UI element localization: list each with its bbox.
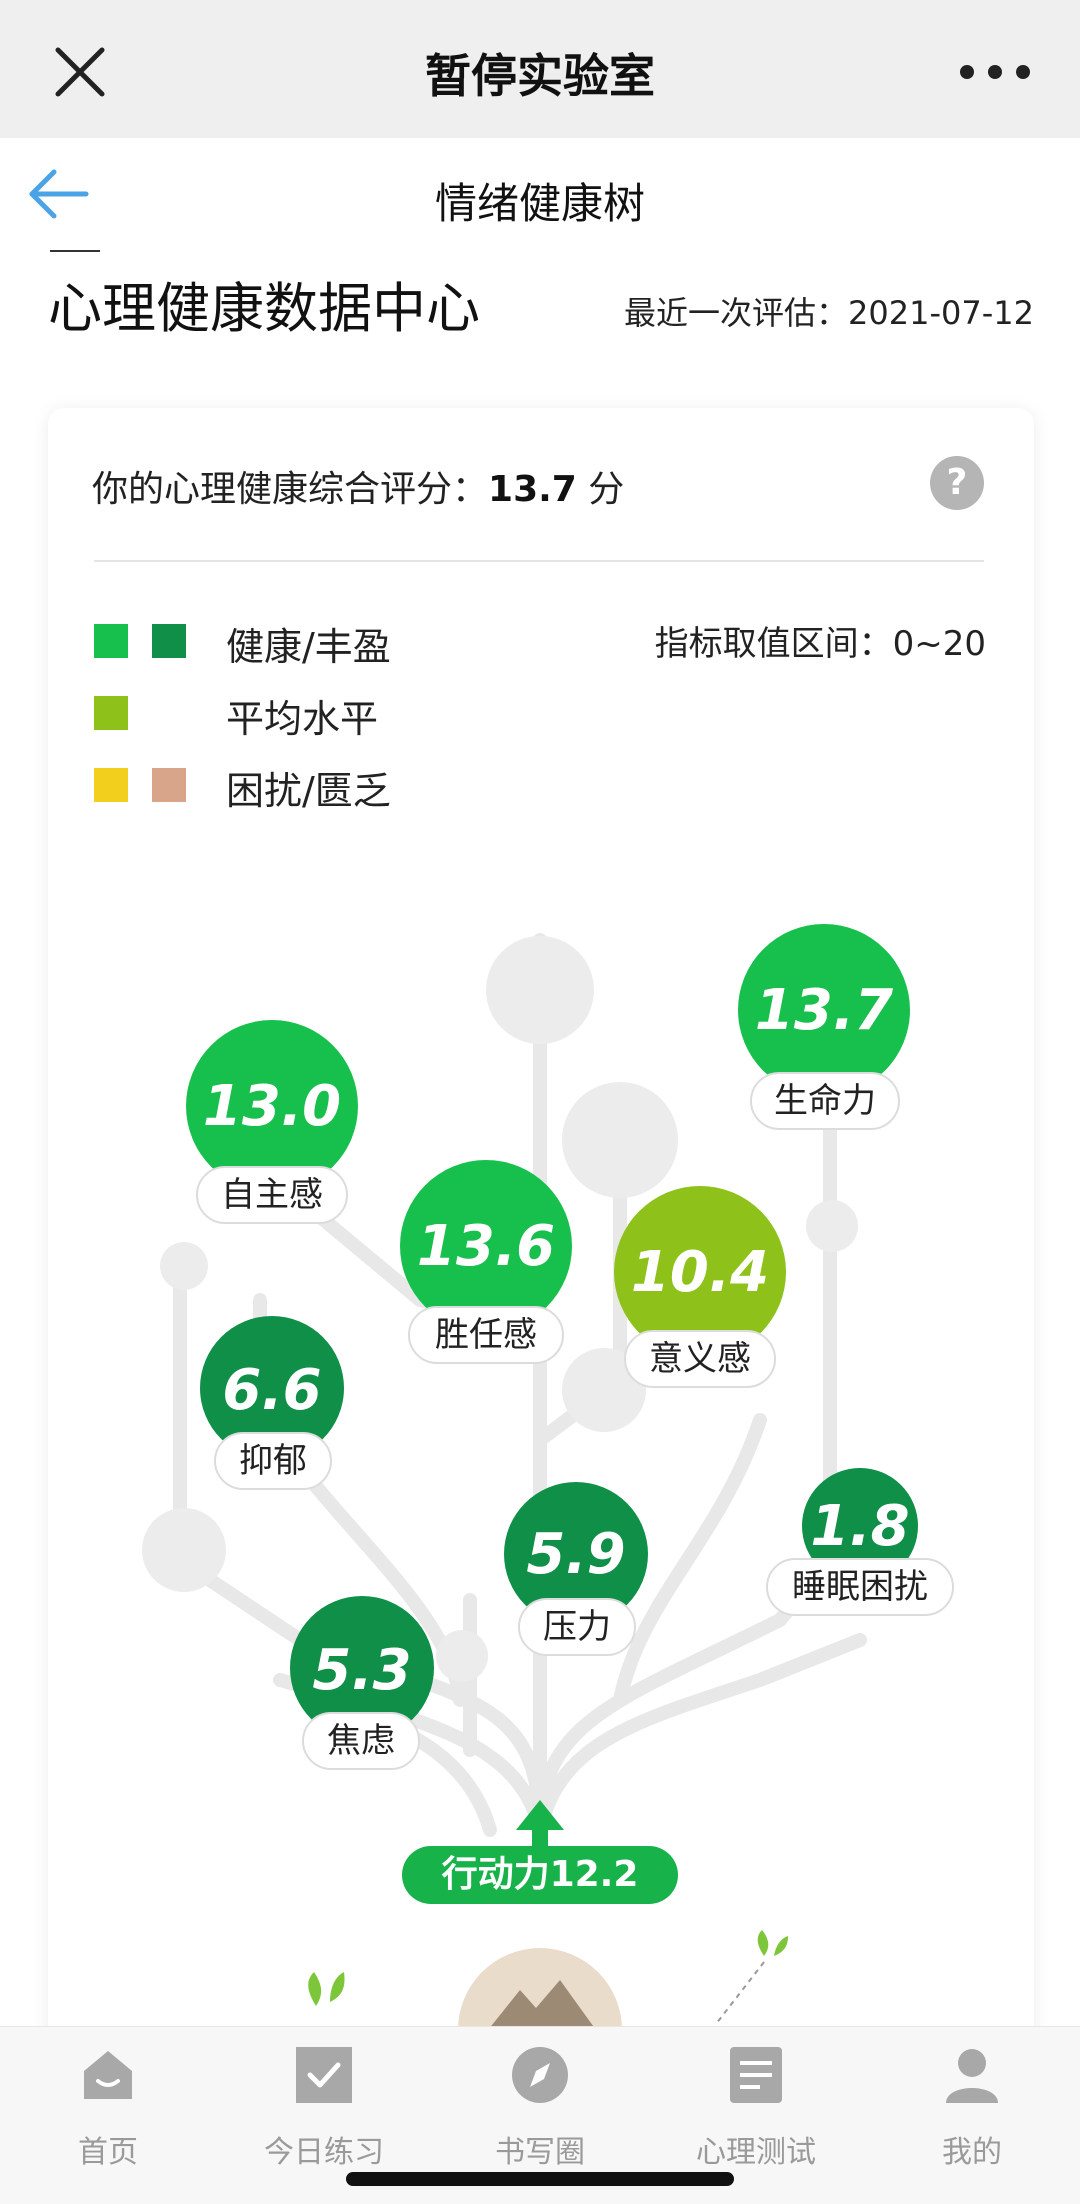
- legend-label: 健康/丰盈: [226, 625, 391, 669]
- node-label-anxiety[interactable]: 焦虑: [302, 1712, 420, 1770]
- tab-today-practice[interactable]: 今日练习: [224, 2045, 424, 2171]
- node-value-vitality: 13.7: [754, 978, 894, 1043]
- legend-swatch: [94, 768, 128, 802]
- wechat-title-bar: 暂停实验室: [0, 0, 1080, 138]
- node-circle-stress[interactable]: [504, 1482, 648, 1626]
- home-indicator[interactable]: [346, 2172, 734, 2186]
- more-dots-icon[interactable]: [934, 60, 1030, 84]
- score-value: 13.7: [488, 469, 577, 510]
- value-range: 指标取值区间：0~20: [654, 624, 986, 664]
- legend-swatch: [152, 624, 186, 658]
- sprout-icon: [774, 1936, 788, 1956]
- node-label-meaning[interactable]: 意义感: [624, 1330, 776, 1388]
- legend-label: 困扰/匮乏: [226, 769, 391, 813]
- page-nav-bar: 情绪健康树: [0, 138, 1080, 252]
- mountain-icon: [488, 1980, 596, 2030]
- action-arrow-stem: [532, 1826, 548, 1850]
- action-power-badge[interactable]: 行动力12.2: [402, 1846, 678, 1904]
- legend-swatch: [94, 624, 128, 658]
- dotted-line: [715, 1961, 765, 2025]
- tab-psych-test[interactable]: 心理测试: [656, 2045, 856, 2171]
- node-value-competence: 13.6: [416, 1214, 556, 1279]
- home-icon: [84, 2051, 132, 2099]
- node-value-meaning: 10.4: [630, 1240, 770, 1305]
- node-circle-vitality[interactable]: [738, 924, 910, 1096]
- node-value-anxiety: 5.3: [312, 1638, 412, 1703]
- action-arrow-icon: [516, 1800, 564, 1830]
- node-value-stress: 5.9: [526, 1522, 626, 1587]
- legend-label: 平均水平: [226, 697, 379, 741]
- score-unit: 分: [588, 469, 625, 510]
- page-title: 情绪健康树: [434, 179, 645, 228]
- node-label-sleep[interactable]: 睡眠困扰: [766, 1558, 954, 1616]
- close-icon[interactable]: [52, 44, 108, 100]
- checkbox-icon: [296, 2047, 352, 2103]
- tab-label: 首页: [78, 2135, 138, 2170]
- node-value-sleep: 1.8: [810, 1494, 910, 1559]
- node-value-depression: 6.6: [222, 1358, 322, 1423]
- sprout-icon: [330, 1972, 345, 2002]
- tab-writing-circle[interactable]: 书写圈: [440, 2045, 640, 2171]
- node-circle-meaning[interactable]: [614, 1186, 786, 1358]
- node-label-autonomy[interactable]: 自主感: [196, 1166, 348, 1224]
- sprout-icon: [308, 1972, 322, 2006]
- app-title: 暂停实验室: [425, 49, 655, 103]
- back-arrow-icon[interactable]: [26, 168, 90, 220]
- node-label-vitality[interactable]: 生命力: [750, 1072, 900, 1130]
- person-icon: [946, 2049, 998, 2103]
- nav-divider: [50, 250, 100, 252]
- node-circle-anxiety[interactable]: [290, 1596, 434, 1740]
- score-prefix: 你的心理健康综合评分：: [92, 469, 489, 510]
- tab-label: 书写圈: [495, 2135, 585, 2170]
- tab-home[interactable]: 首页: [8, 2045, 208, 2171]
- node-value-autonomy: 13.0: [202, 1074, 342, 1139]
- node-label-competence[interactable]: 胜任感: [408, 1306, 564, 1364]
- tab-label: 心理测试: [696, 2135, 816, 2170]
- node-circle-depression[interactable]: [200, 1316, 344, 1460]
- help-icon[interactable]: ?: [930, 456, 984, 510]
- divider: [94, 560, 984, 562]
- legend-swatch: [152, 768, 186, 802]
- document-icon: [730, 2047, 782, 2103]
- legend-swatch: [94, 696, 128, 730]
- node-circle-competence[interactable]: [400, 1160, 572, 1332]
- tab-me[interactable]: 我的: [872, 2045, 1072, 2171]
- last-evaluation-date: 最近一次评估：2021-07-12: [624, 294, 1034, 332]
- data-center-heading: 心理健康数据中心: [48, 277, 480, 340]
- sprout-icon: [757, 1930, 769, 1956]
- compass-icon: [512, 2047, 568, 2103]
- node-circle-autonomy[interactable]: [186, 1020, 358, 1192]
- tab-label: 今日练习: [264, 2135, 384, 2170]
- node-circle-sleep[interactable]: [802, 1468, 918, 1584]
- overall-score: 你的心理健康综合评分：13.7 分: [92, 460, 624, 512]
- node-label-stress[interactable]: 压力: [518, 1598, 636, 1656]
- tab-label: 我的: [942, 2135, 1002, 2170]
- node-label-depression[interactable]: 抑郁: [214, 1432, 332, 1490]
